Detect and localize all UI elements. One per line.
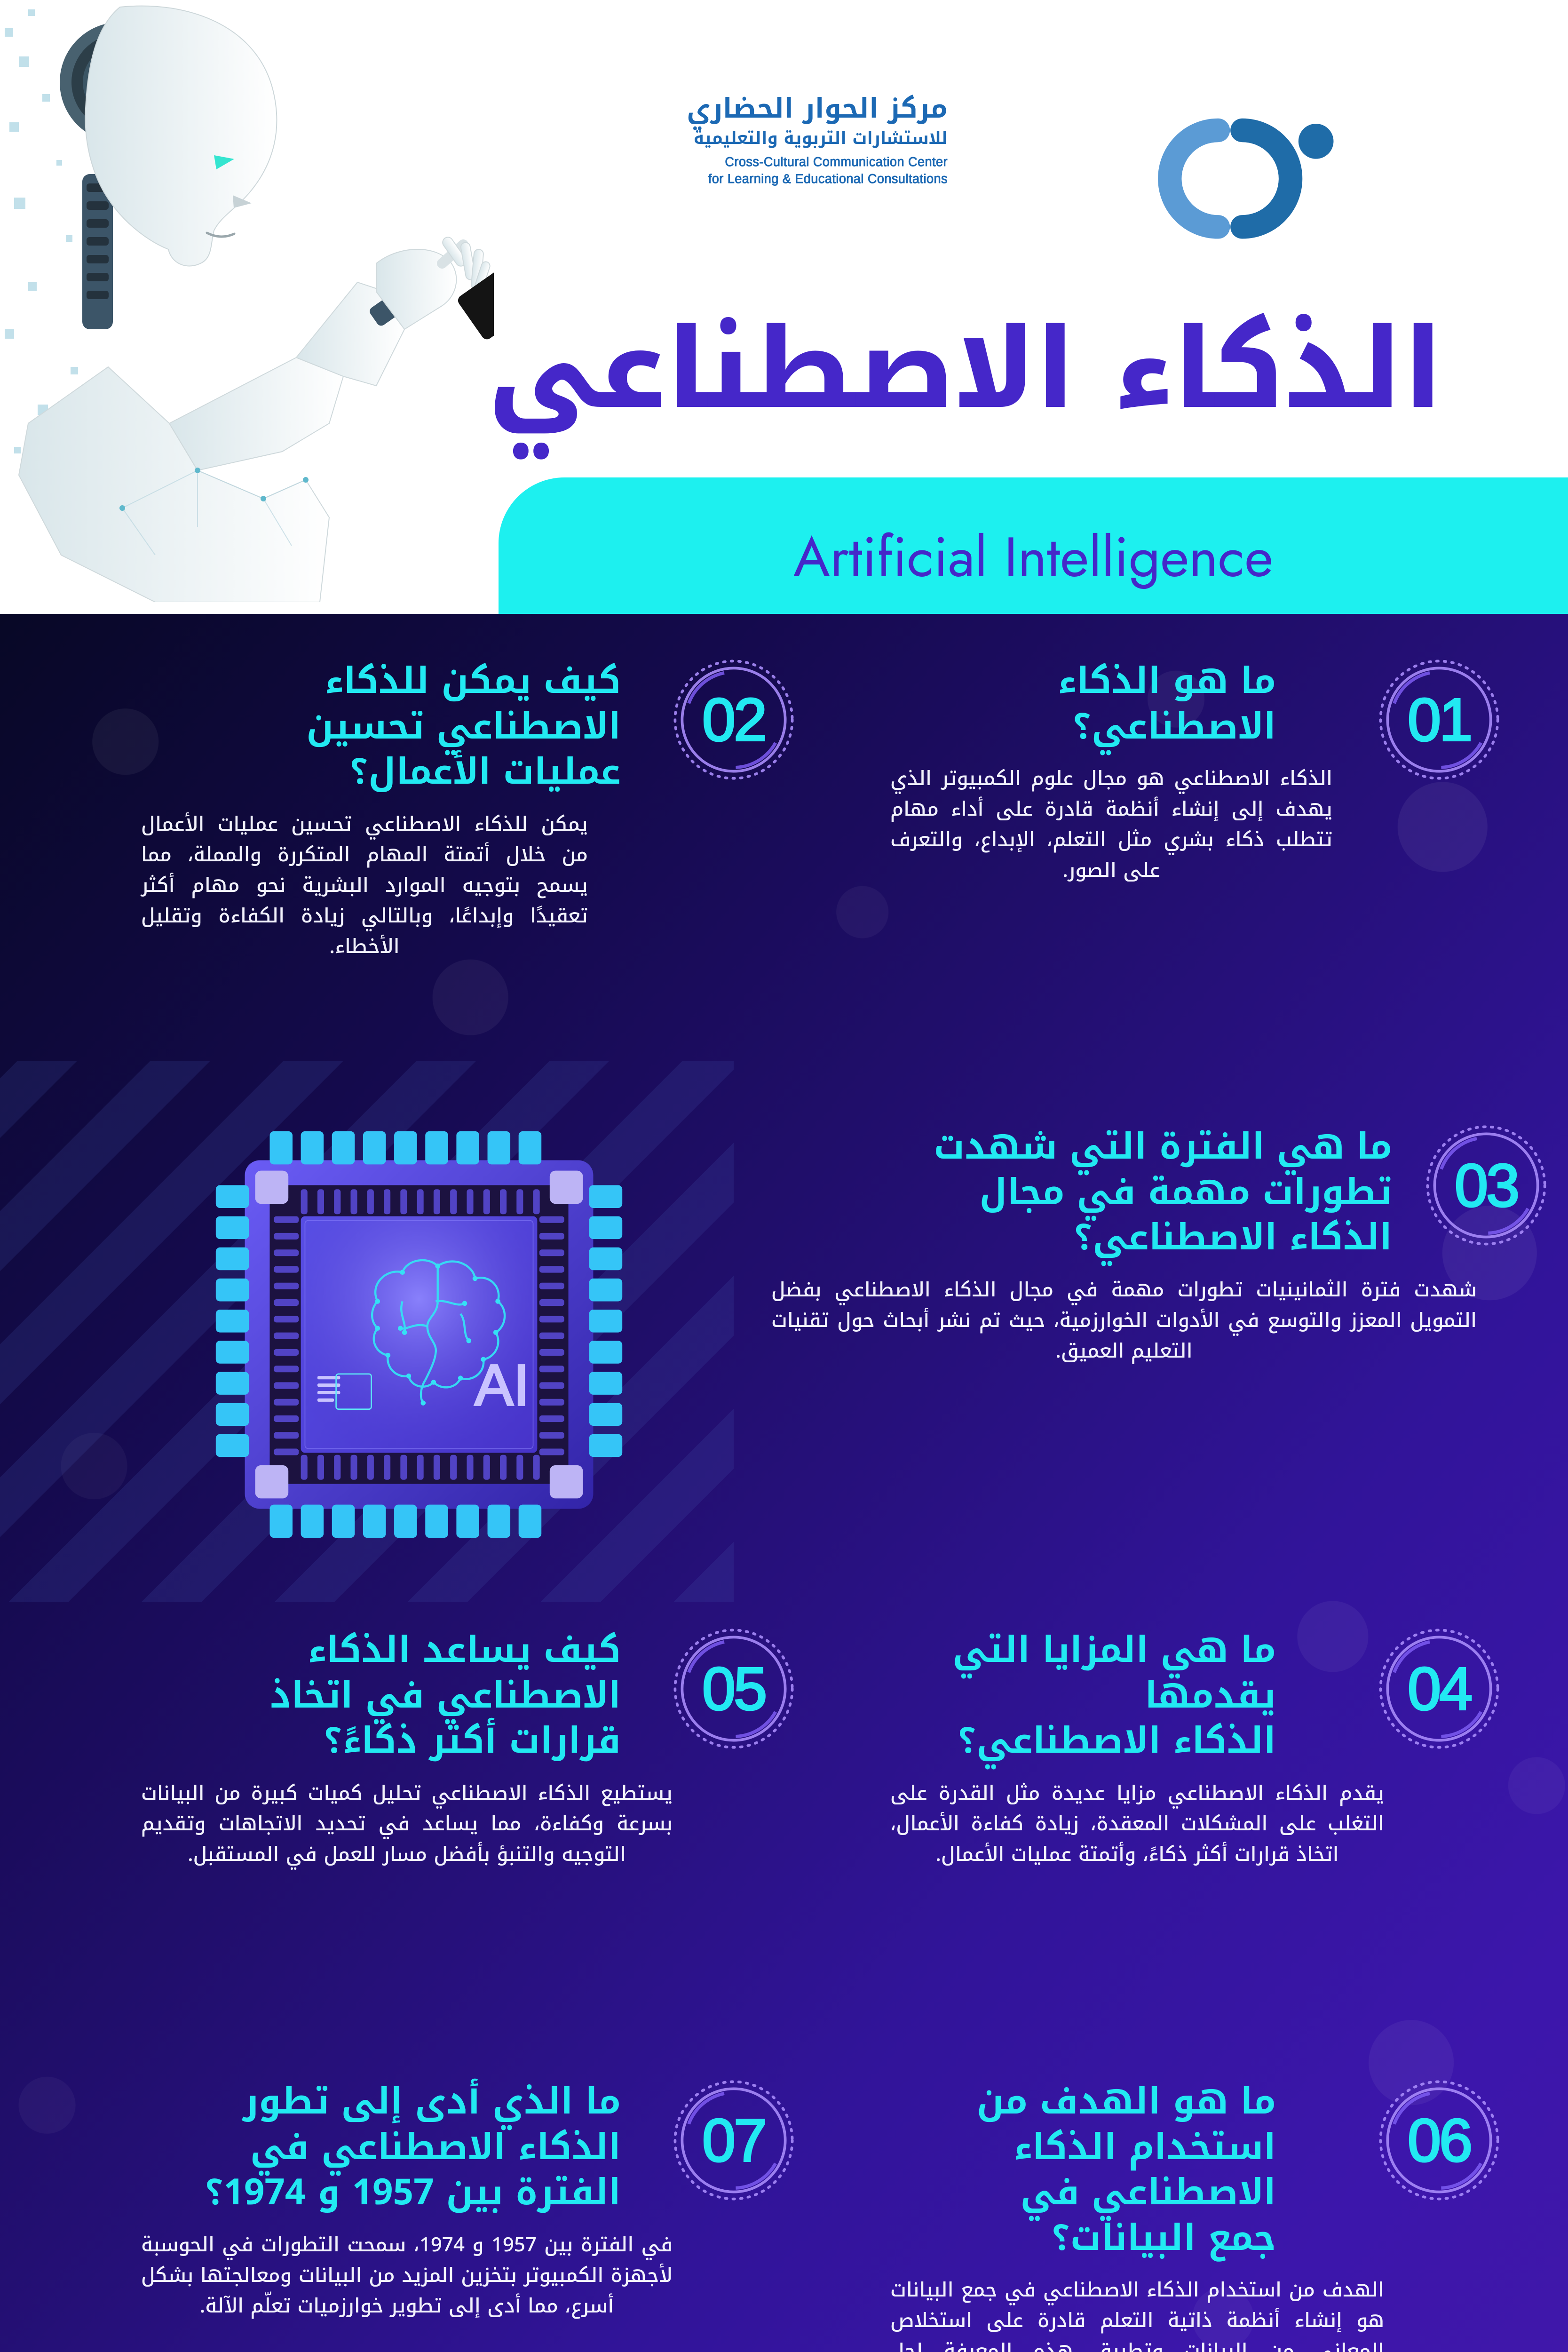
- svg-text:AI: AI: [473, 1353, 530, 1418]
